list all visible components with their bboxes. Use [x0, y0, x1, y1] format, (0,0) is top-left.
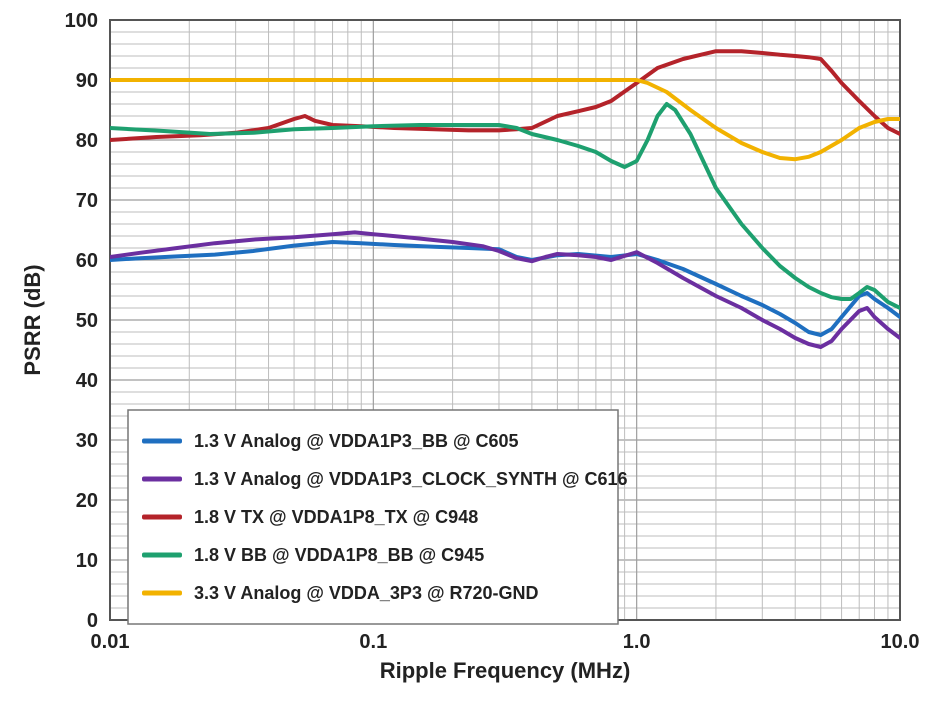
- legend-swatch: [142, 477, 182, 482]
- y-tick-label: 60: [76, 250, 98, 272]
- x-tick-label: 1.0: [623, 631, 651, 653]
- y-tick-label: 90: [76, 70, 98, 92]
- x-tick-label: 0.1: [359, 631, 387, 653]
- x-tick-label: 10.0: [881, 631, 920, 653]
- y-tick-label: 100: [65, 10, 98, 32]
- x-axis-label: Ripple Frequency (MHz): [380, 658, 631, 683]
- legend-swatch: [142, 515, 182, 520]
- legend-label: 3.3 V Analog @ VDDA_3P3 @ R720-GND: [194, 583, 539, 603]
- y-axis-label: PSRR (dB): [20, 264, 45, 375]
- legend-label: 1.3 V Analog @ VDDA1P3_BB @ C605: [194, 431, 519, 451]
- y-tick-label: 30: [76, 430, 98, 452]
- legend-label: 1.8 V TX @ VDDA1P8_TX @ C948: [194, 507, 478, 527]
- y-tick-label: 80: [76, 130, 98, 152]
- x-tick-label: 0.01: [91, 631, 130, 653]
- y-tick-label: 50: [76, 310, 98, 332]
- y-tick-label: 0: [87, 610, 98, 632]
- legend-swatch: [142, 553, 182, 558]
- y-tick-label: 10: [76, 550, 98, 572]
- legend-swatch: [142, 439, 182, 444]
- psrr-chart: 0 10 20 30 40 50 60 70 80 90 100 0.01 0.1 1.0 10.0 Ripp…: [0, 0, 928, 701]
- y-tick-label: 70: [76, 190, 98, 212]
- legend-label: 1.3 V Analog @ VDDA1P3_CLOCK_SYNTH @ C61…: [194, 469, 628, 489]
- y-tick-label: 20: [76, 490, 98, 512]
- y-tick-label: 40: [76, 370, 98, 392]
- legend-label: 1.8 V BB @ VDDA1P8_BB @ C945: [194, 545, 484, 565]
- chart-svg: 0 10 20 30 40 50 60 70 80 90 100 0.01 0.1 1.0 10.0 Ripp…: [0, 0, 928, 701]
- legend-swatch: [142, 591, 182, 596]
